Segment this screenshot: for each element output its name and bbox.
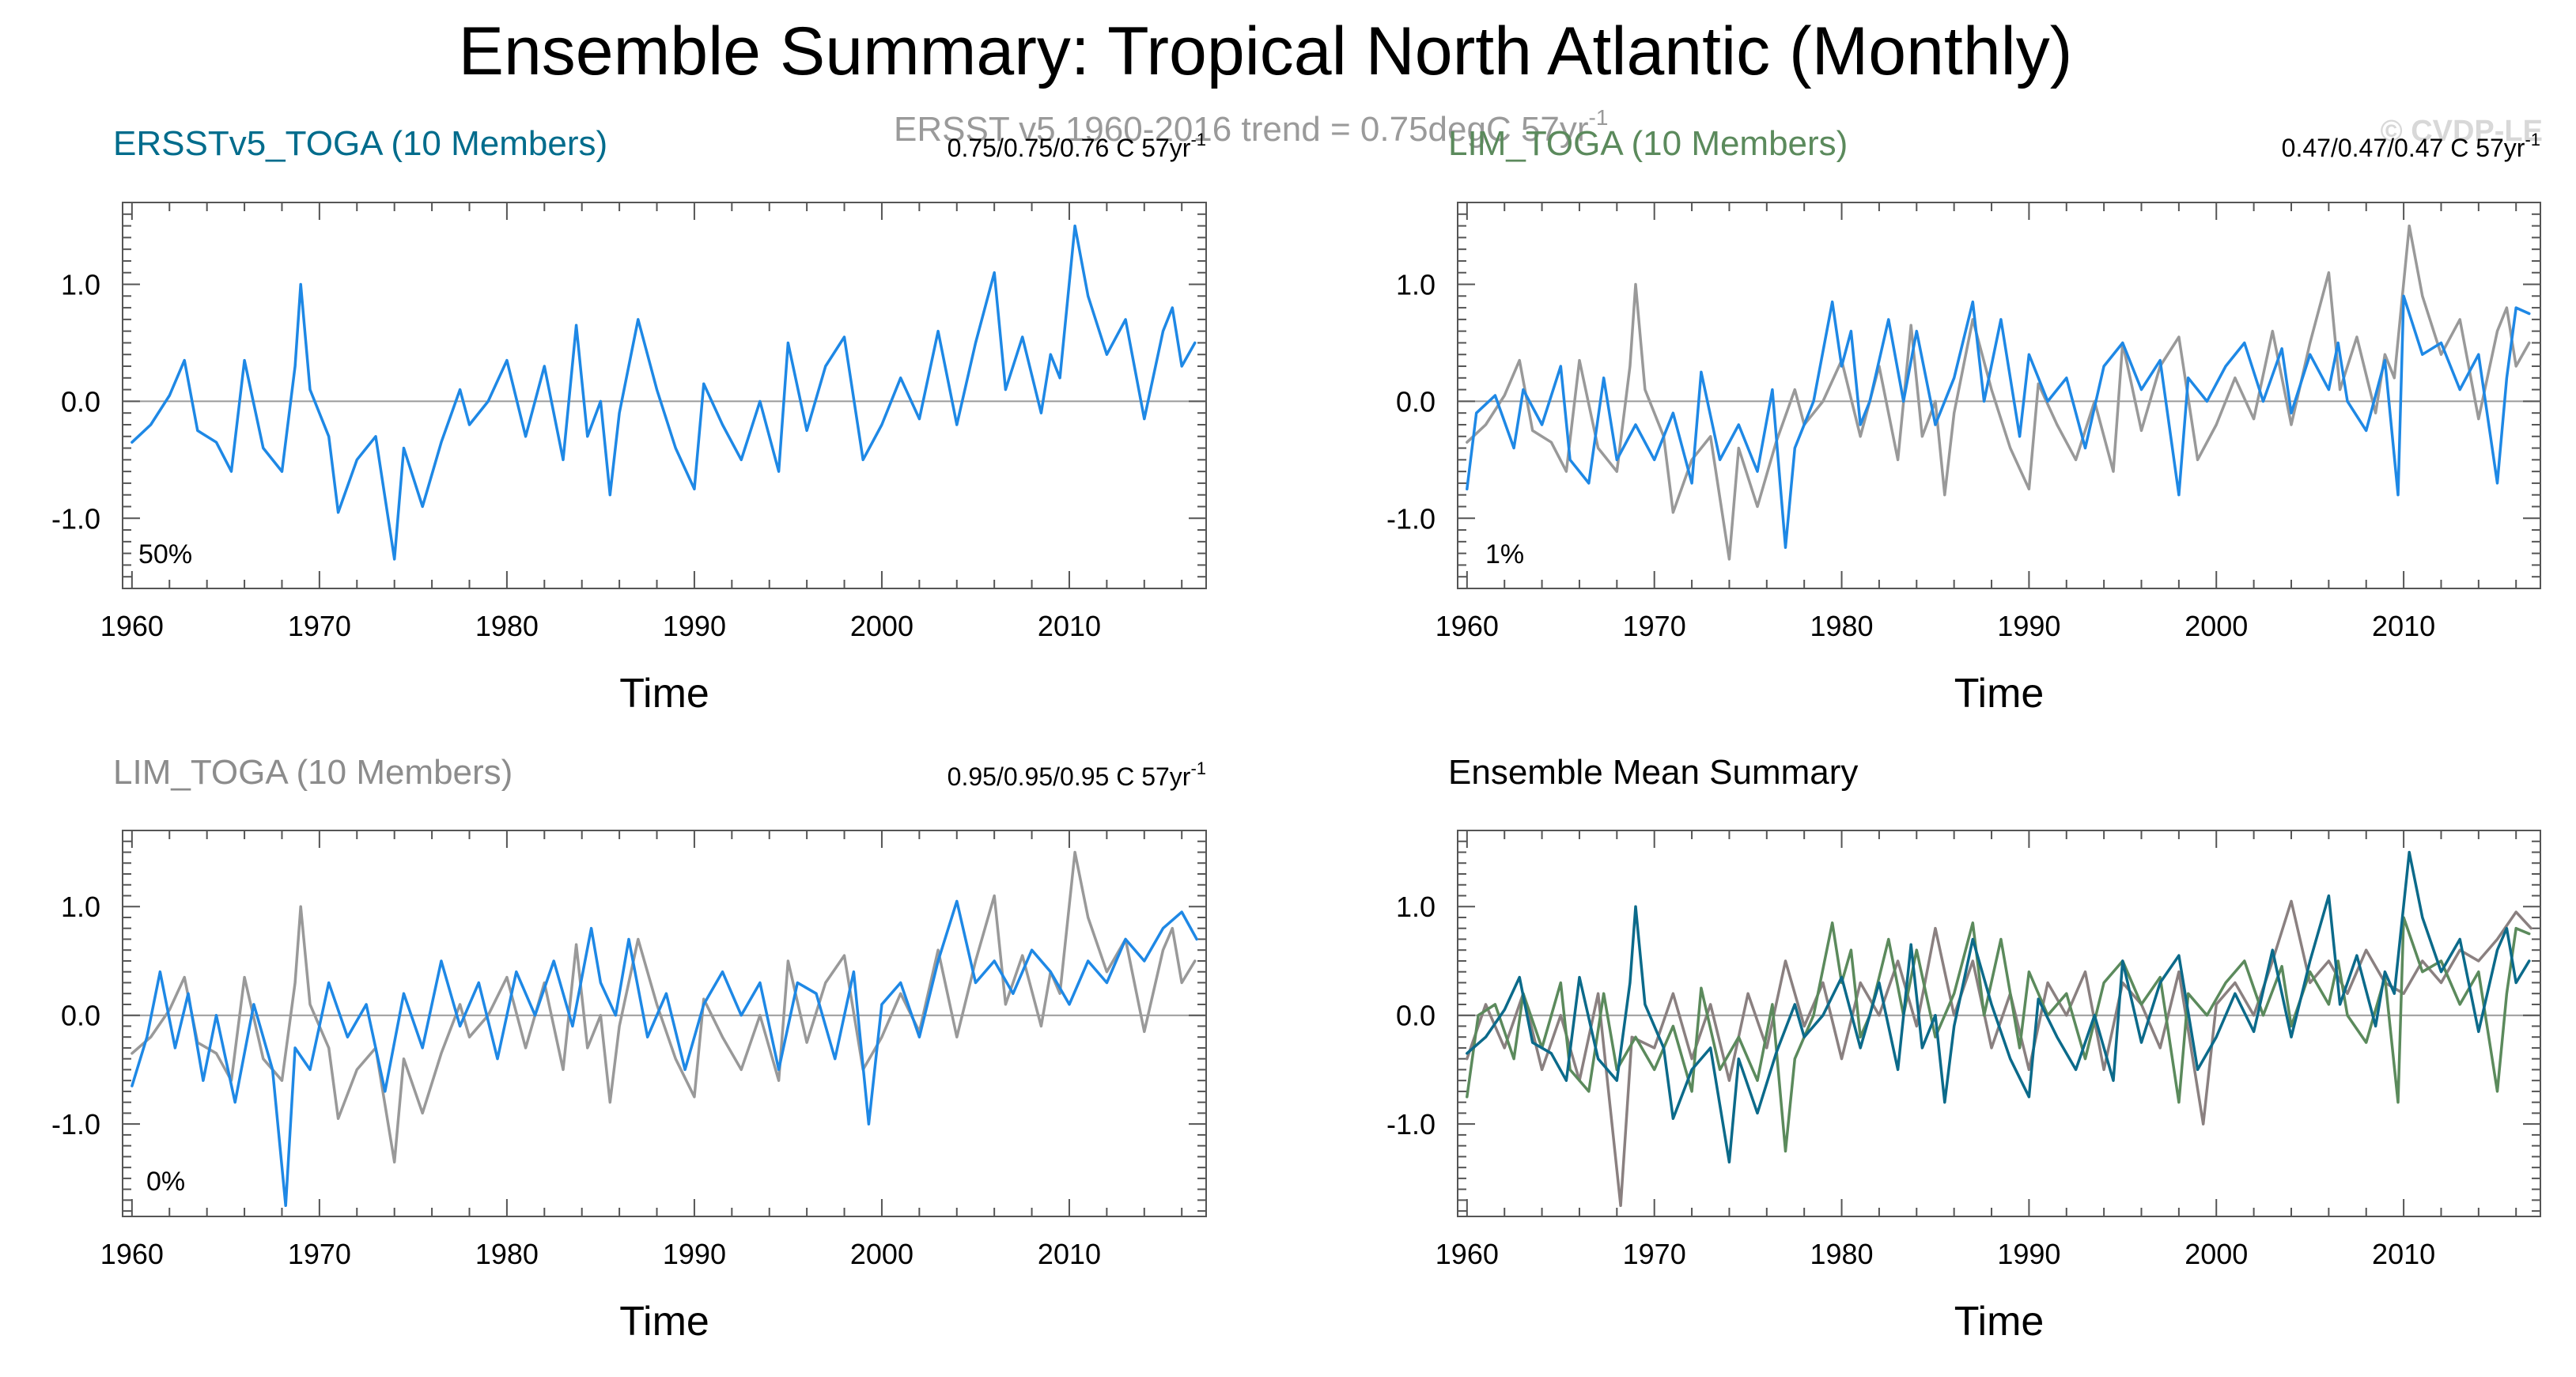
panel-1: ERSSTv5_TOGA (10 Members) 0.75/0.75/0.76 … bbox=[51, 124, 1207, 717]
x-tick-label: 1970 bbox=[288, 1238, 351, 1270]
x-tick-label: 1980 bbox=[475, 1238, 539, 1270]
x-tick-label: 2000 bbox=[2184, 610, 2248, 642]
plot-frame bbox=[1457, 202, 2541, 589]
y-tick-label: 0.0 bbox=[61, 385, 100, 418]
panel-2: LIM_TOGA (10 Members) 0.47/0.47/0.47 C 57… bbox=[1386, 124, 2541, 717]
figure-subtitle-sup: -1 bbox=[1589, 105, 1609, 130]
x-tick-label: 1990 bbox=[663, 610, 726, 642]
panel-4: Ensemble Mean Summary -1.0 0.0 1.0 1960 1970 1… bbox=[1386, 753, 2541, 1345]
y-tick-label: 1.0 bbox=[61, 269, 100, 301]
plot-frame bbox=[122, 202, 1207, 589]
x-axis-label: Time bbox=[619, 671, 709, 717]
series-line-1 bbox=[131, 224, 1197, 561]
panel-title: Ensemble Mean Summary bbox=[1448, 753, 1858, 792]
y-tick-label: 1.0 bbox=[61, 891, 100, 923]
y-tick-label: -1.0 bbox=[1386, 1108, 1436, 1141]
y-tick-label: 0.0 bbox=[61, 1000, 100, 1032]
series-line-2 bbox=[1466, 916, 2531, 1153]
x-tick-label: 2010 bbox=[1038, 1238, 1101, 1270]
x-axis-label: Time bbox=[1954, 671, 2045, 717]
figure-subtitle-text: ERSST v5 1960-2016 trend = 0.75degC 57yr bbox=[894, 110, 1589, 149]
trend-label: 0.75/0.75/0.76 C 57yr-1 bbox=[948, 130, 1206, 162]
panel-title: ERSSTv5_TOGA (10 Members) bbox=[113, 124, 607, 163]
panel-title: LIM_TOGA (10 Members) bbox=[113, 753, 513, 792]
x-tick-label: 1960 bbox=[100, 610, 164, 642]
watermark: © CVDP-LE bbox=[2381, 115, 2543, 148]
series-line-1 bbox=[131, 850, 1197, 1164]
figure-subtitle: ERSST v5 1960-2016 trend = 0.75degC 57yr… bbox=[894, 105, 1608, 149]
plot-frame bbox=[122, 830, 1207, 1217]
y-tick-label: -1.0 bbox=[51, 502, 100, 535]
panel-3: LIM_TOGA (10 Members) 0.95/0.95/0.95 C 57… bbox=[51, 753, 1207, 1345]
x-tick-label: 1990 bbox=[1997, 610, 2060, 642]
x-tick-label: 1970 bbox=[1623, 610, 1686, 642]
y-tick-label: 0.0 bbox=[1396, 385, 1436, 418]
percentile-label: 1% bbox=[1485, 539, 1524, 569]
plot-frame bbox=[1457, 830, 2541, 1217]
x-tick-label: 1960 bbox=[1436, 1238, 1499, 1270]
y-tick-label: 0.0 bbox=[1396, 1000, 1436, 1032]
y-tick-label: -1.0 bbox=[51, 1108, 100, 1141]
percentile-label: 0% bbox=[146, 1167, 185, 1197]
y-tick-label: 1.0 bbox=[1396, 891, 1436, 923]
x-tick-label: 1970 bbox=[1623, 1238, 1686, 1270]
y-tick-label: -1.0 bbox=[1386, 502, 1436, 535]
x-axis-label: Time bbox=[619, 1299, 709, 1345]
x-tick-label: 1970 bbox=[288, 610, 351, 642]
y-tick-label: 1.0 bbox=[1396, 269, 1436, 301]
x-tick-label: 1990 bbox=[663, 1238, 726, 1270]
series-line-1 bbox=[1466, 899, 2532, 1208]
x-tick-label: 1960 bbox=[100, 1238, 164, 1270]
x-tick-label: 1980 bbox=[1810, 1238, 1873, 1270]
series-line-1 bbox=[1466, 224, 2531, 561]
series-line-3 bbox=[1466, 850, 2531, 1164]
x-tick-label: 1980 bbox=[475, 610, 539, 642]
x-tick-label: 1980 bbox=[1810, 610, 1873, 642]
x-axis-label: Time bbox=[1954, 1299, 2045, 1345]
series-line-2 bbox=[1466, 294, 2531, 549]
x-tick-label: 2000 bbox=[2184, 1238, 2248, 1270]
x-tick-label: 2000 bbox=[850, 1238, 914, 1270]
series-line-2 bbox=[131, 899, 1198, 1208]
trend-label: 0.47/0.47/0.47 C 57yr-1 bbox=[2282, 130, 2540, 162]
figure-title: Ensemble Summary: Tropical North Atlanti… bbox=[459, 13, 2073, 89]
x-tick-label: 1960 bbox=[1436, 610, 1499, 642]
x-tick-label: 2010 bbox=[2372, 610, 2435, 642]
trend-label: 0.95/0.95/0.95 C 57yr-1 bbox=[948, 758, 1206, 791]
panel-title: LIM_TOGA (10 Members) bbox=[1448, 124, 1848, 163]
x-tick-label: 1990 bbox=[1997, 1238, 2060, 1270]
x-tick-label: 2000 bbox=[850, 610, 914, 642]
x-tick-label: 2010 bbox=[1038, 610, 1101, 642]
x-tick-label: 2010 bbox=[2372, 1238, 2435, 1270]
percentile-label: 50% bbox=[138, 539, 192, 569]
